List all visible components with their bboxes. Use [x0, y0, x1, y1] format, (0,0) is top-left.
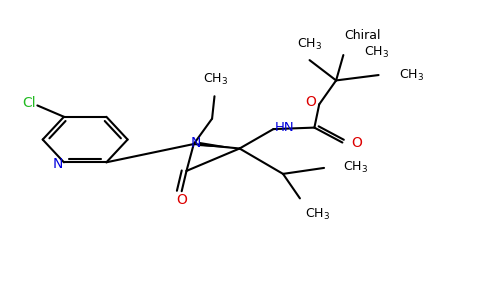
Text: Chiral: Chiral — [345, 29, 381, 42]
Text: HN: HN — [274, 121, 294, 134]
Text: CH$_3$: CH$_3$ — [305, 207, 330, 222]
Text: CH$_3$: CH$_3$ — [399, 68, 424, 82]
Text: CH$_3$: CH$_3$ — [203, 72, 228, 87]
Polygon shape — [199, 142, 240, 148]
Text: CH$_3$: CH$_3$ — [363, 44, 389, 60]
Text: N: N — [53, 157, 63, 171]
Text: N: N — [191, 136, 201, 150]
Text: O: O — [176, 193, 187, 207]
Text: Cl: Cl — [22, 96, 35, 110]
Text: O: O — [351, 136, 362, 149]
Text: O: O — [305, 95, 316, 109]
Text: CH$_3$: CH$_3$ — [343, 160, 368, 175]
Text: CH$_3$: CH$_3$ — [297, 37, 322, 52]
